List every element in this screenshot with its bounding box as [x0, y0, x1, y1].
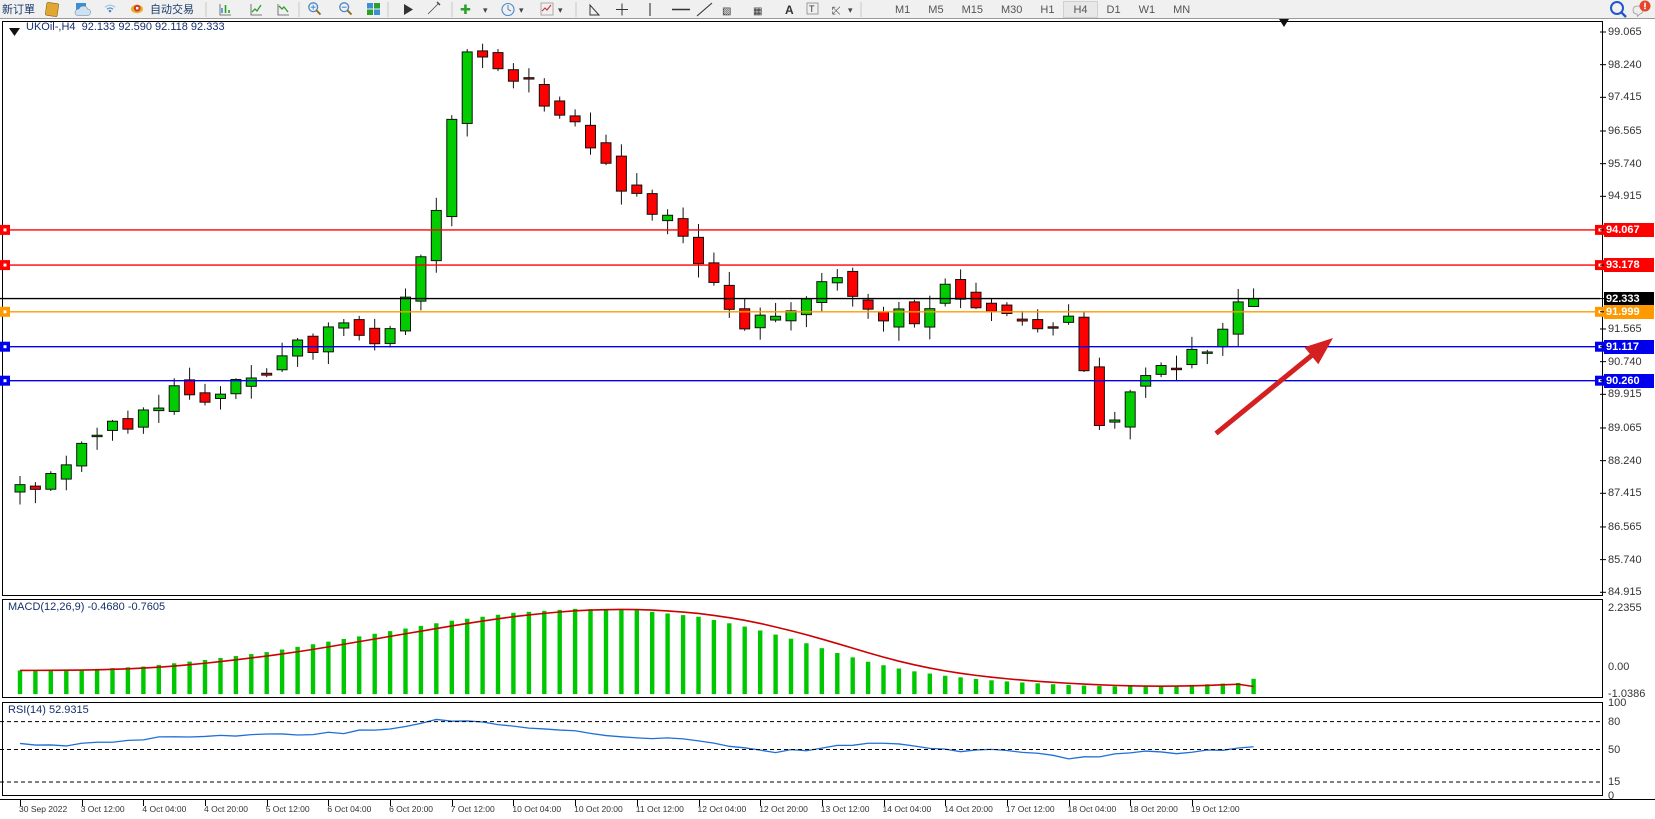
svg-text:▦: ▦: [753, 6, 762, 17]
svg-text:▾: ▾: [483, 5, 488, 15]
svg-text:新订單: 新订單: [2, 2, 35, 16]
svg-text:▾: ▾: [558, 5, 563, 15]
svg-text:▾: ▾: [519, 5, 524, 15]
svg-text:A: A: [785, 3, 794, 17]
svg-text:✚: ✚: [460, 2, 471, 17]
svg-text:⤪: ⤪: [831, 5, 841, 17]
svg-text:T: T: [809, 4, 815, 14]
svg-text:▾: ▾: [848, 5, 853, 15]
svg-text:自动交易: 自动交易: [150, 2, 194, 16]
svg-text:▧: ▧: [722, 6, 731, 17]
